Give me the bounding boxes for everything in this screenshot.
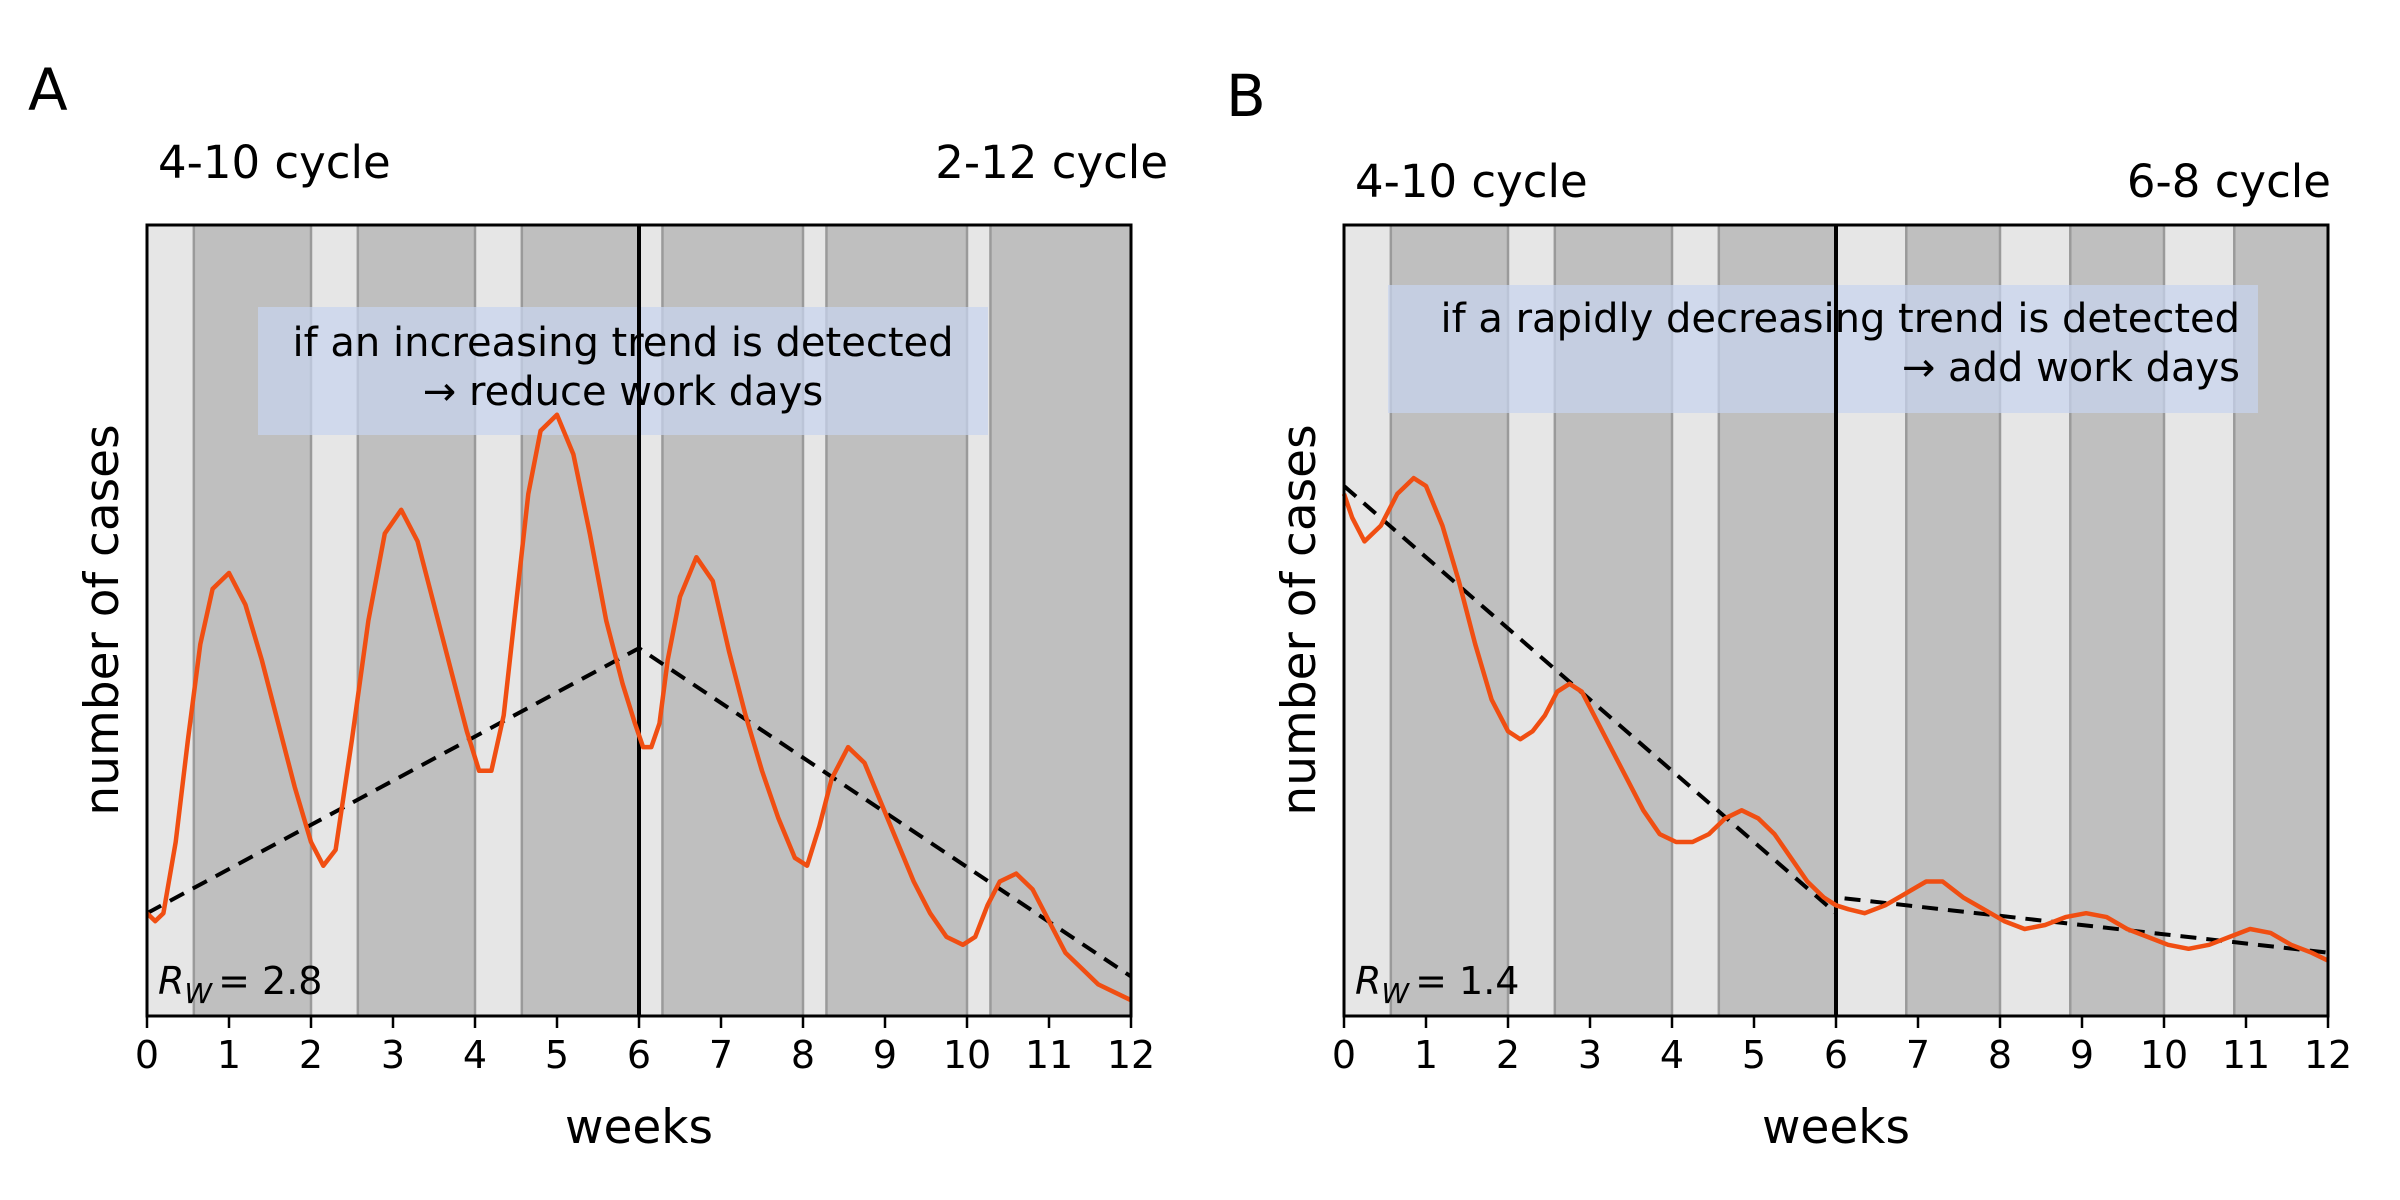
- panel-a-x-tick-label-2: 2: [299, 1033, 323, 1077]
- panel-a-trend-line: [146, 645, 1133, 979]
- panel-b-left-cycle-label: 4-10 cycle: [1355, 155, 1588, 208]
- panel-b-x-tick-label-12: 12: [2304, 1033, 2352, 1077]
- panel-a-y-axis-label: number of cases: [75, 424, 130, 815]
- panel-b-x-tick-label-6: 6: [1824, 1033, 1848, 1077]
- panel-a-rw-subscript: W: [184, 977, 213, 1010]
- panel-a-x-tick-label-5: 5: [545, 1033, 569, 1077]
- panel-a-annotation-line1: if an increasing trend is detected: [293, 320, 954, 366]
- panel-b-x-tick-label-10: 10: [2140, 1033, 2188, 1077]
- panel-b-x-tick-label-7: 7: [1906, 1033, 1930, 1077]
- panel-b-rw-symbol: R: [1355, 959, 1381, 1003]
- panel-a-right-cycle-label: 2-12 cycle: [935, 136, 1168, 189]
- panel-b-y-axis-label: number of cases: [1272, 424, 1327, 815]
- panel-b-cases-line: [1341, 475, 2329, 963]
- panel-a-work-band-6: [990, 225, 1131, 1016]
- panel-b-annotation-box: [1388, 285, 2258, 413]
- panel-a-x-tick-label-8: 8: [791, 1033, 815, 1077]
- panel-a-cases-line: [145, 412, 1132, 1003]
- panel-a-x-axis-label: weeks: [565, 1100, 713, 1155]
- panel-a-rw-symbol: R: [158, 959, 184, 1003]
- panel-a-x-tick-label-6: 6: [627, 1033, 651, 1077]
- panel-b-rw-subscript: W: [1381, 977, 1410, 1010]
- panel-a-rw-label: RW = 2.8: [158, 959, 322, 1010]
- panel-a-x-tick-label-12: 12: [1107, 1033, 1155, 1077]
- panel-b-x-tick-label-1: 1: [1414, 1033, 1438, 1077]
- panel-letter-a: A: [28, 56, 68, 124]
- panel-b-x-tick-label-8: 8: [1988, 1033, 2012, 1077]
- panel-a-x-tick-label-7: 7: [709, 1033, 733, 1077]
- panel-a-rw-value: = 2.8: [218, 959, 322, 1003]
- panel-b-annotation-line2: → add work days: [1902, 345, 2240, 391]
- panel-b-x-tick-label-9: 9: [2070, 1033, 2094, 1077]
- panel-b-x-tick-label-4: 4: [1660, 1033, 1684, 1077]
- panel-a-x-tick-label-10: 10: [943, 1033, 991, 1077]
- panel-b-annotation-line1: if a rapidly decreasing trend is detecte…: [1440, 296, 2240, 342]
- panel-a-x-tick-label-9: 9: [873, 1033, 897, 1077]
- panel-b-x-tick-label-0: 0: [1332, 1033, 1356, 1077]
- panel-a-x-tick-label-3: 3: [381, 1033, 405, 1077]
- panel-b-x-axis-label: weeks: [1762, 1100, 1910, 1155]
- panel-b: B 4-10 cycle 6-8 cycle if a rapidly decr…: [1226, 62, 2352, 1155]
- panel-a-left-cycle-label: 4-10 cycle: [158, 136, 391, 189]
- panel-b-x-tick-label-11: 11: [2222, 1033, 2270, 1077]
- panel-b-x-tick-label-2: 2: [1496, 1033, 1520, 1077]
- panel-a-x-ticks: 0 1 2 3 4 5 6 7 8 9 10 11 12: [135, 1016, 1155, 1077]
- panel-a-annotation: if an increasing trend is detected → red…: [258, 307, 988, 435]
- panel-b-rw-label: RW = 1.4: [1355, 959, 1519, 1010]
- panel-a-x-tick-label-0: 0: [135, 1033, 159, 1077]
- panel-b-x-ticks: 0 1 2 3 4 5 6 7 8 9 10 11 12: [1332, 1016, 2352, 1077]
- panel-b-annotation: if a rapidly decreasing trend is detecte…: [1388, 285, 2258, 413]
- panel-b-x-tick-label-3: 3: [1578, 1033, 1602, 1077]
- panel-a-x-tick-label-1: 1: [217, 1033, 241, 1077]
- panel-a-annotation-line2: → reduce work days: [423, 369, 823, 415]
- panel-a-annotation-box: [258, 307, 988, 435]
- panel-b-right-cycle-label: 6-8 cycle: [2127, 155, 2331, 208]
- panel-b-x-tick-label-5: 5: [1742, 1033, 1766, 1077]
- panel-a: A 4-10 cycle 2-12 cycle if an increasing…: [28, 56, 1168, 1155]
- panel-a-x-tick-label-11: 11: [1025, 1033, 1073, 1077]
- panel-letter-b: B: [1226, 62, 1266, 130]
- panel-b-rw-value: = 1.4: [1415, 959, 1519, 1003]
- panel-a-x-tick-label-4: 4: [463, 1033, 487, 1077]
